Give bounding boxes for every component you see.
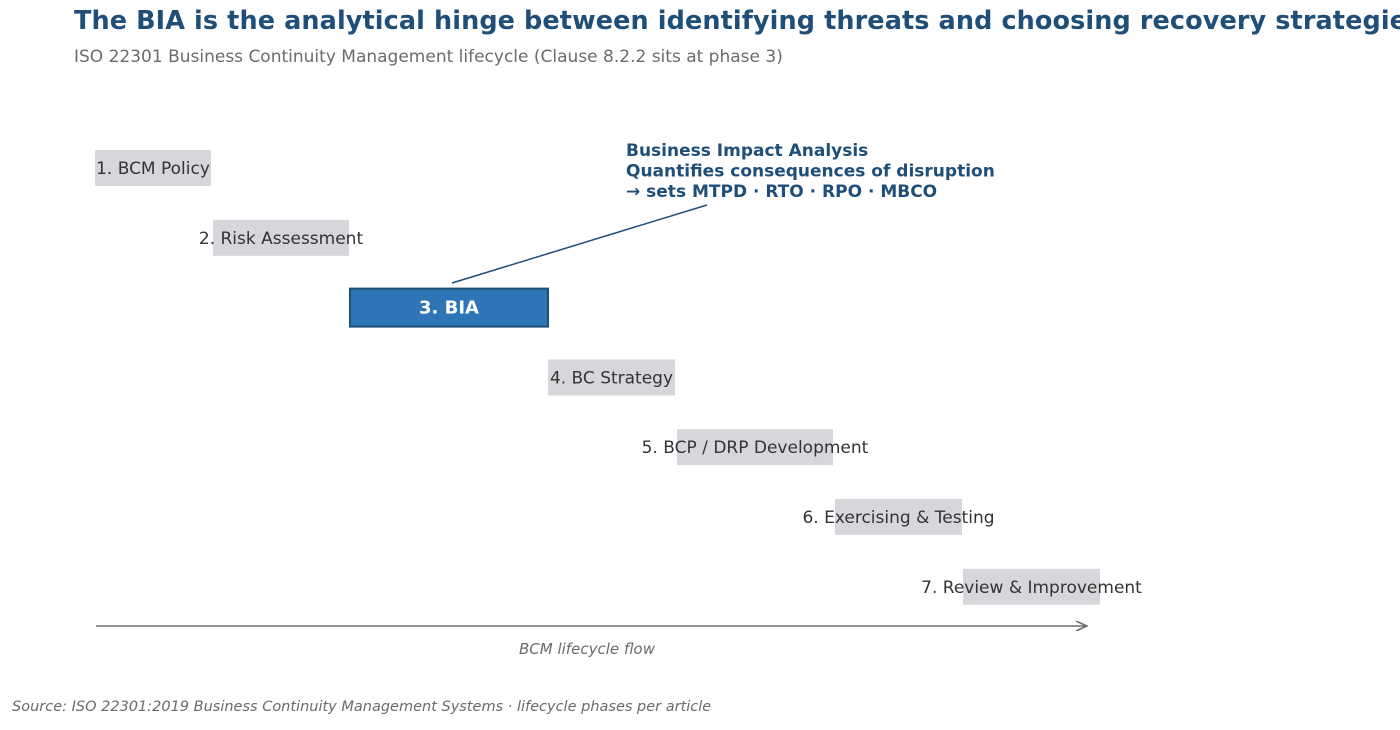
phase-label-4-bc-strategy: 4. BC Strategy [550, 368, 673, 388]
phase-bars [95, 150, 1100, 605]
phase-label-7-review-improvement: 7. Review & Improvement [921, 578, 1142, 598]
phase-bar-3-bia [349, 287, 549, 328]
chart-title: The BIA is the analytical hinge between … [74, 6, 1400, 36]
phase-label-5-bcp-drp-development: 5. BCP / DRP Development [642, 438, 869, 458]
phase-bar-6-exercising-testing [835, 499, 962, 535]
phase-label-3-bia: 3. BIA [419, 298, 479, 319]
phase-label-2-risk-assessment: 2. Risk Assessment [199, 229, 364, 249]
phase-bar-4-bc-strategy [548, 359, 675, 396]
phase-bar-1-bcm-policy [95, 150, 211, 186]
phase-bar-7-review-improvement [963, 568, 1100, 605]
phase-labels: 1. BCM Policy 2. Risk Assessment 3. BIA 4. … [96, 159, 1142, 598]
phase-label-6-exercising-testing: 6. Exercising & Testing [802, 508, 994, 528]
callout-leader-line [451, 204, 708, 284]
source-note: Source: ISO 22301:2019 Business Continui… [12, 699, 712, 715]
callout-line-3: → sets MTPD · RTO · RPO · MBCO [626, 182, 937, 202]
phase-label-1-bcm-policy: 1. BCM Policy [96, 159, 210, 179]
phase-bar-2-risk-assessment [213, 219, 349, 256]
chart-subtitle: ISO 22301 Business Continuity Management… [74, 47, 783, 67]
phase-bar-5-bcp-drp-development [677, 429, 833, 466]
callout-line-2: Quantifies consequences of disruption [626, 162, 995, 182]
callout-line-1: Business Impact Analysis [626, 141, 868, 161]
x-axis-label: BCM lifecycle flow [519, 640, 656, 658]
